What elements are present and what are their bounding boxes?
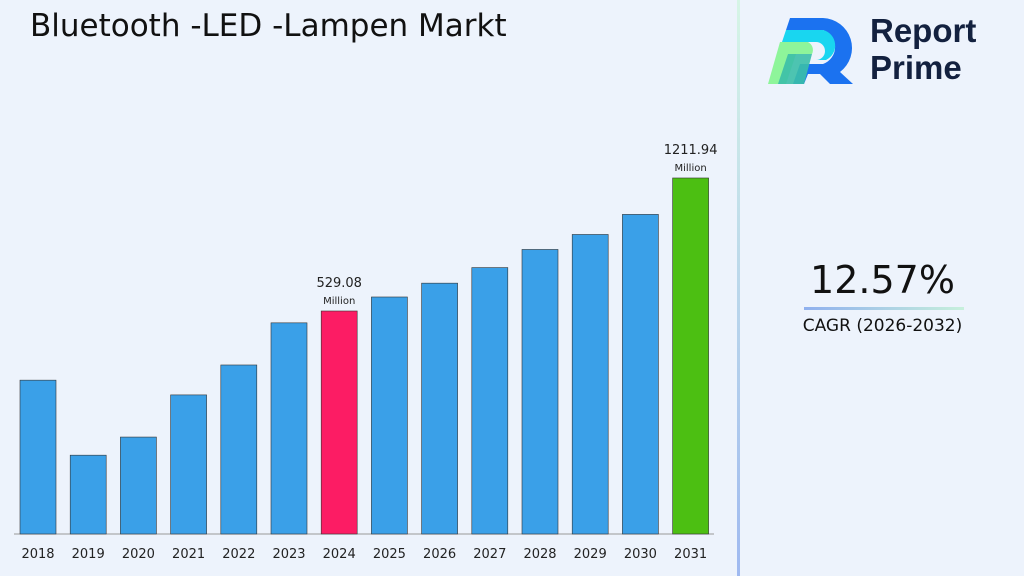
- data-label-unit: Million: [323, 296, 355, 307]
- bar-2027: [471, 267, 509, 535]
- x-tick-label: 2022: [222, 547, 255, 562]
- x-tick-label: 2026: [423, 547, 456, 562]
- x-tick-label: 2025: [373, 547, 406, 562]
- data-label-value: 1211.94: [664, 143, 718, 158]
- bar-2028: [521, 249, 559, 535]
- x-tick-label: 2030: [624, 547, 657, 562]
- x-tick-label: 2031: [674, 547, 707, 562]
- x-tick-label: 2027: [473, 547, 506, 562]
- x-tick-label: 2023: [272, 547, 305, 562]
- cagr-underline: [804, 307, 964, 310]
- divider: [737, 0, 740, 576]
- data-label-unit: Million: [674, 163, 706, 174]
- bar-2020: [120, 436, 157, 535]
- chart-title: Bluetooth -LED -Lampen Markt: [30, 8, 507, 44]
- brand-name: Report Prime: [870, 12, 976, 86]
- report-prime-logo-icon: [768, 18, 853, 84]
- brand-line-1: Report: [870, 12, 977, 49]
- x-tick-label: 2019: [72, 547, 105, 562]
- x-tick-label: 2024: [323, 547, 356, 562]
- bar-2022: [220, 364, 258, 535]
- data-label-value: 529.08: [316, 276, 362, 291]
- brand-line-2: Prime: [870, 49, 962, 86]
- bar-2021: [170, 394, 207, 535]
- bar-2026: [421, 282, 458, 535]
- bar-2029: [571, 234, 609, 535]
- bar-2030: [622, 214, 659, 535]
- cagr-label: CAGR (2026-2032): [802, 316, 963, 336]
- bar-2019: [69, 454, 107, 535]
- bar-2018: [19, 379, 57, 535]
- x-tick-label: 2021: [172, 547, 205, 562]
- bar-2024: [320, 310, 358, 535]
- bar-2025: [371, 296, 408, 535]
- x-tick-label: 2029: [574, 547, 607, 562]
- bar-chart: 2018 2019 2020 2021 2022 2023 2024 2025 2026 2027…: [14, 143, 718, 562]
- x-tick-label: 2020: [122, 547, 155, 562]
- bar-2023: [270, 322, 308, 535]
- x-tick-label: 2018: [21, 547, 54, 562]
- x-tick-label: 2028: [523, 547, 556, 562]
- bar-2031: [672, 177, 709, 535]
- cagr-value: 12.57%: [810, 258, 955, 302]
